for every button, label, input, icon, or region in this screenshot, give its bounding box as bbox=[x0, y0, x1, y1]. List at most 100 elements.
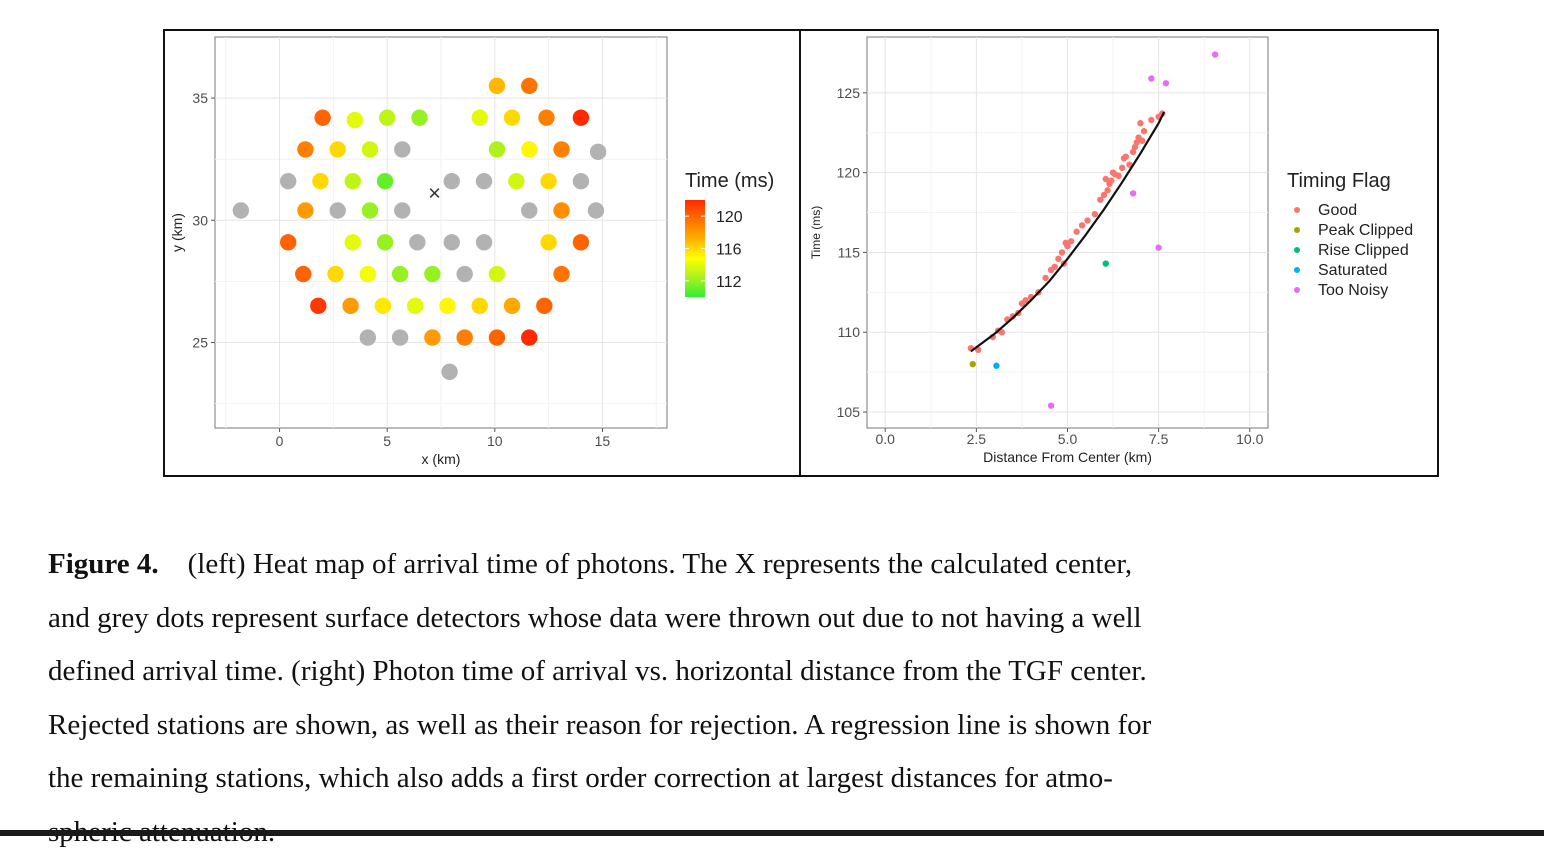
legend-label: Peak Clipped bbox=[1318, 222, 1413, 239]
x-tick-label: 10 bbox=[487, 433, 503, 449]
caption-line: the remaining stations, which also adds … bbox=[48, 752, 1538, 806]
detector-point bbox=[295, 266, 311, 282]
detector-point bbox=[297, 141, 313, 157]
series-point-too-noisy bbox=[1155, 244, 1161, 250]
detector-point bbox=[553, 141, 569, 157]
series-point-good bbox=[1052, 264, 1058, 270]
detector-point bbox=[411, 109, 427, 125]
detector-point bbox=[504, 109, 520, 125]
caption-line: defined arrival time. (right) Photon tim… bbox=[48, 645, 1538, 699]
x-tick-label: 2.5 bbox=[967, 431, 987, 447]
caption-label: Figure 4. bbox=[48, 548, 159, 580]
series-point-too-noisy bbox=[1212, 51, 1218, 57]
series-point-too-noisy bbox=[1130, 190, 1136, 196]
x-tick-label: 15 bbox=[595, 433, 611, 449]
detector-point bbox=[476, 234, 492, 250]
series-point-good bbox=[1059, 249, 1065, 255]
series-point-good bbox=[1073, 229, 1079, 235]
detector-point bbox=[444, 173, 460, 189]
y-axis-title: Time (ms) bbox=[809, 206, 823, 260]
detector-point bbox=[553, 202, 569, 218]
detector-point bbox=[588, 202, 604, 218]
detector-point bbox=[312, 173, 328, 189]
detector-point bbox=[347, 112, 363, 128]
x-tick-label: 5 bbox=[383, 433, 391, 449]
detector-point bbox=[540, 234, 556, 250]
y-tick-label: 115 bbox=[838, 244, 861, 260]
detector-point bbox=[392, 329, 408, 345]
detector-point bbox=[489, 141, 505, 157]
detector-point bbox=[377, 173, 393, 189]
series-point-good bbox=[1115, 173, 1121, 179]
legend-label: Good bbox=[1318, 202, 1357, 219]
y-tick-label: 35 bbox=[192, 90, 208, 106]
series-point-too-noisy bbox=[1148, 75, 1154, 81]
legend-key bbox=[1294, 287, 1300, 293]
series-point-too-noisy bbox=[1048, 402, 1054, 408]
series-point-good bbox=[1104, 187, 1110, 193]
detector-point bbox=[342, 298, 358, 314]
detector-point bbox=[553, 266, 569, 282]
series-point-good bbox=[1079, 222, 1085, 228]
detector-point bbox=[377, 234, 393, 250]
detector-point bbox=[521, 141, 537, 157]
detector-point bbox=[394, 202, 410, 218]
detector-point bbox=[424, 266, 440, 282]
series-point-saturated bbox=[993, 363, 999, 369]
detector-point bbox=[456, 266, 472, 282]
series-point-good bbox=[1123, 153, 1129, 159]
y-tick-label: 125 bbox=[837, 85, 861, 101]
y-axis-title: y (km) bbox=[169, 213, 185, 252]
detector-point bbox=[521, 329, 537, 345]
x-axis-title: Distance From Center (km) bbox=[983, 449, 1152, 465]
figure-caption: Figure 4. (left) Heat map of arrival tim… bbox=[48, 538, 1538, 859]
detector-point bbox=[489, 266, 505, 282]
series-point-too-noisy bbox=[1163, 80, 1169, 86]
legend-label: Rise Clipped bbox=[1318, 242, 1409, 259]
colorbar-label: 120 bbox=[716, 209, 743, 226]
legend-title: Timing Flag bbox=[1287, 170, 1391, 192]
detector-point bbox=[310, 298, 326, 314]
detector-point bbox=[297, 202, 313, 218]
series-point-good bbox=[1148, 117, 1154, 123]
detector-point bbox=[521, 78, 537, 94]
detector-point bbox=[345, 234, 361, 250]
series-point-good bbox=[1132, 144, 1138, 150]
detector-point bbox=[536, 298, 552, 314]
x-axis-title: x (km) bbox=[422, 451, 461, 467]
center-marker: × bbox=[428, 180, 441, 205]
detector-point bbox=[444, 234, 460, 250]
detector-point bbox=[476, 173, 492, 189]
detector-point bbox=[362, 202, 378, 218]
detector-point bbox=[573, 173, 589, 189]
series-point-good bbox=[1103, 176, 1109, 182]
detector-point bbox=[508, 173, 524, 189]
colorbar-label: 116 bbox=[716, 242, 742, 259]
y-tick-label: 105 bbox=[837, 404, 861, 420]
legend-label: Saturated bbox=[1318, 262, 1387, 279]
detector-point bbox=[392, 266, 408, 282]
detector-point bbox=[360, 329, 376, 345]
legend-key bbox=[1294, 227, 1300, 233]
x-tick-label: 7.5 bbox=[1149, 431, 1169, 447]
detector-point bbox=[314, 109, 330, 125]
detector-point bbox=[573, 109, 589, 125]
legend-title: Time (ms) bbox=[685, 170, 774, 192]
detector-point bbox=[360, 266, 376, 282]
detector-point bbox=[379, 109, 395, 125]
y-tick-label: 120 bbox=[837, 165, 861, 181]
detector-point bbox=[489, 329, 505, 345]
bottom-rule bbox=[0, 830, 1544, 836]
y-tick-label: 30 bbox=[192, 212, 208, 228]
detector-point bbox=[233, 202, 249, 218]
detector-point bbox=[407, 298, 423, 314]
detector-point bbox=[472, 109, 488, 125]
detector-point bbox=[280, 173, 296, 189]
detector-point bbox=[409, 234, 425, 250]
y-tick-label: 110 bbox=[838, 324, 861, 340]
detector-point bbox=[573, 234, 589, 250]
detector-point bbox=[504, 298, 520, 314]
series-point-peak-clipped bbox=[970, 361, 976, 367]
